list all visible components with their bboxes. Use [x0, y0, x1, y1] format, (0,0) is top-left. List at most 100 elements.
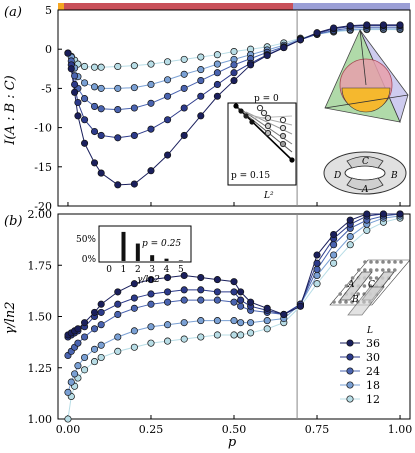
ring-label-d: D	[333, 171, 341, 181]
series-b-point-L12	[263, 325, 271, 333]
inset-b-xtick-label: 4	[164, 265, 170, 275]
series-a-point-L36	[230, 77, 238, 85]
lattice-dot	[374, 276, 379, 280]
series-a-point-L18	[180, 70, 188, 78]
series-a-point-L18	[81, 79, 89, 87]
y-axis-label-a: I(A : B : C)	[3, 75, 18, 145]
series-a-point-L36	[97, 169, 105, 177]
series-b-point-L30	[313, 259, 321, 267]
series-a-point-L36	[313, 29, 321, 37]
series-b-point-L12	[346, 241, 354, 249]
series-b-point-L36	[81, 319, 89, 327]
y-tick-label-a: 0	[45, 43, 52, 56]
series-a-point-L36	[64, 49, 72, 57]
lattice-dot	[350, 300, 354, 304]
series-a-point-L24	[90, 102, 99, 110]
series-a-point-L36	[247, 61, 255, 69]
series-a-point-L30	[164, 116, 172, 124]
x-tick-label-b: 0.25	[139, 423, 164, 436]
series-b-point-L24	[330, 241, 338, 249]
lattice-dot	[363, 268, 367, 272]
series-b-point-L36	[363, 210, 371, 218]
series-b-point-L36	[74, 325, 82, 333]
series-b-point-L36	[247, 298, 255, 306]
series-a-point-L30	[197, 92, 205, 100]
lattice-label-c: C	[368, 280, 375, 290]
series-a-point-L18	[130, 84, 138, 92]
series-a-point-L36	[379, 21, 387, 29]
series-a-point-L30	[114, 134, 122, 142]
inset-b-bar	[178, 260, 183, 261]
series-b-point-L30	[230, 288, 238, 296]
inset-a: p = 0 p = 0.15 L²	[227, 94, 297, 201]
lattice-dot	[344, 300, 348, 304]
inset-b-annotation: p = 0.25	[142, 239, 181, 249]
series-b-point-L12	[330, 259, 338, 267]
series-a-point-L30	[213, 80, 221, 89]
legend-label-L18: 18	[366, 379, 380, 392]
series-a-point-L12	[97, 63, 105, 71]
y-ticks-b: 2.00 1.75 1.50 1.25 1.00	[28, 208, 62, 426]
legend-marker-L24	[346, 367, 354, 375]
series-a-point-L24	[114, 106, 122, 114]
series-a-point-L24	[81, 95, 89, 103]
series-b-point-L24	[213, 296, 221, 304]
ring-diagram: C D A B	[323, 151, 407, 195]
series-b-point-L24	[130, 304, 138, 312]
series-a-point-L36	[81, 139, 89, 147]
series-a-point-L30	[180, 104, 188, 112]
y-tick-label-b: 1.75	[28, 259, 53, 272]
series-a-point-L18	[213, 60, 221, 68]
series-a-point-L12	[197, 53, 205, 61]
series-a-point-L12	[130, 62, 138, 70]
inset-a-data	[233, 103, 295, 163]
series-a-point-L36	[67, 65, 75, 73]
legend-marker-L12	[346, 395, 354, 403]
series-a-point-L36	[164, 151, 172, 159]
series-b-point-L18	[81, 353, 89, 362]
series-b-point-L18	[67, 378, 75, 386]
y-tick-label-b: 2.00	[28, 208, 53, 221]
series-a-point-L36	[280, 44, 288, 52]
series-b-point-L12	[164, 337, 172, 345]
series-b-point-L30	[147, 290, 155, 298]
series-a-point-L24	[130, 104, 138, 112]
lattice-dot	[393, 260, 397, 264]
series-b-point-L36	[114, 288, 122, 296]
series-b-point-L12	[180, 335, 188, 343]
series-a-point-L36	[197, 112, 205, 120]
series-b-point-L30	[164, 288, 172, 296]
series-a-point-L12	[147, 60, 155, 68]
y-ticks-a: 5 0 -5 -10 -15 -20	[34, 4, 62, 213]
inset-b-bars	[121, 231, 183, 261]
series-b-point-L24	[74, 339, 82, 347]
series-a-point-L36	[213, 92, 221, 100]
series-a-point-L36	[74, 112, 82, 120]
lattice-dot	[369, 268, 373, 272]
x-ticks-b: 0.00 0.25 0.50 0.75 1.00	[56, 202, 412, 436]
series-b-point-L30	[130, 294, 138, 302]
series-b-point-L36	[180, 271, 188, 280]
series-b-point-L36	[313, 251, 321, 259]
series-b-point-L18	[313, 271, 321, 280]
inset-b-bar	[150, 255, 155, 261]
series-b-point-L12	[313, 280, 321, 288]
lattice-dot	[368, 276, 373, 280]
series-b-point-L18	[237, 319, 245, 327]
series-b-point-L12	[97, 353, 105, 362]
series-a-point-L12	[81, 62, 89, 70]
series-b-point-L24	[90, 325, 99, 333]
lattice-dot	[369, 260, 373, 264]
series-b-point-L12	[114, 347, 122, 355]
series-b-point-L30	[213, 288, 221, 296]
series-a-point-L30	[90, 127, 99, 136]
series-b-point-L36	[280, 310, 288, 319]
lattice-dot	[375, 268, 379, 272]
inset-b-xtick-label: 0	[106, 265, 112, 275]
series-b-point-L18	[71, 370, 79, 378]
series-b-point-L12	[213, 331, 221, 339]
series-b-point-L18	[147, 323, 155, 331]
